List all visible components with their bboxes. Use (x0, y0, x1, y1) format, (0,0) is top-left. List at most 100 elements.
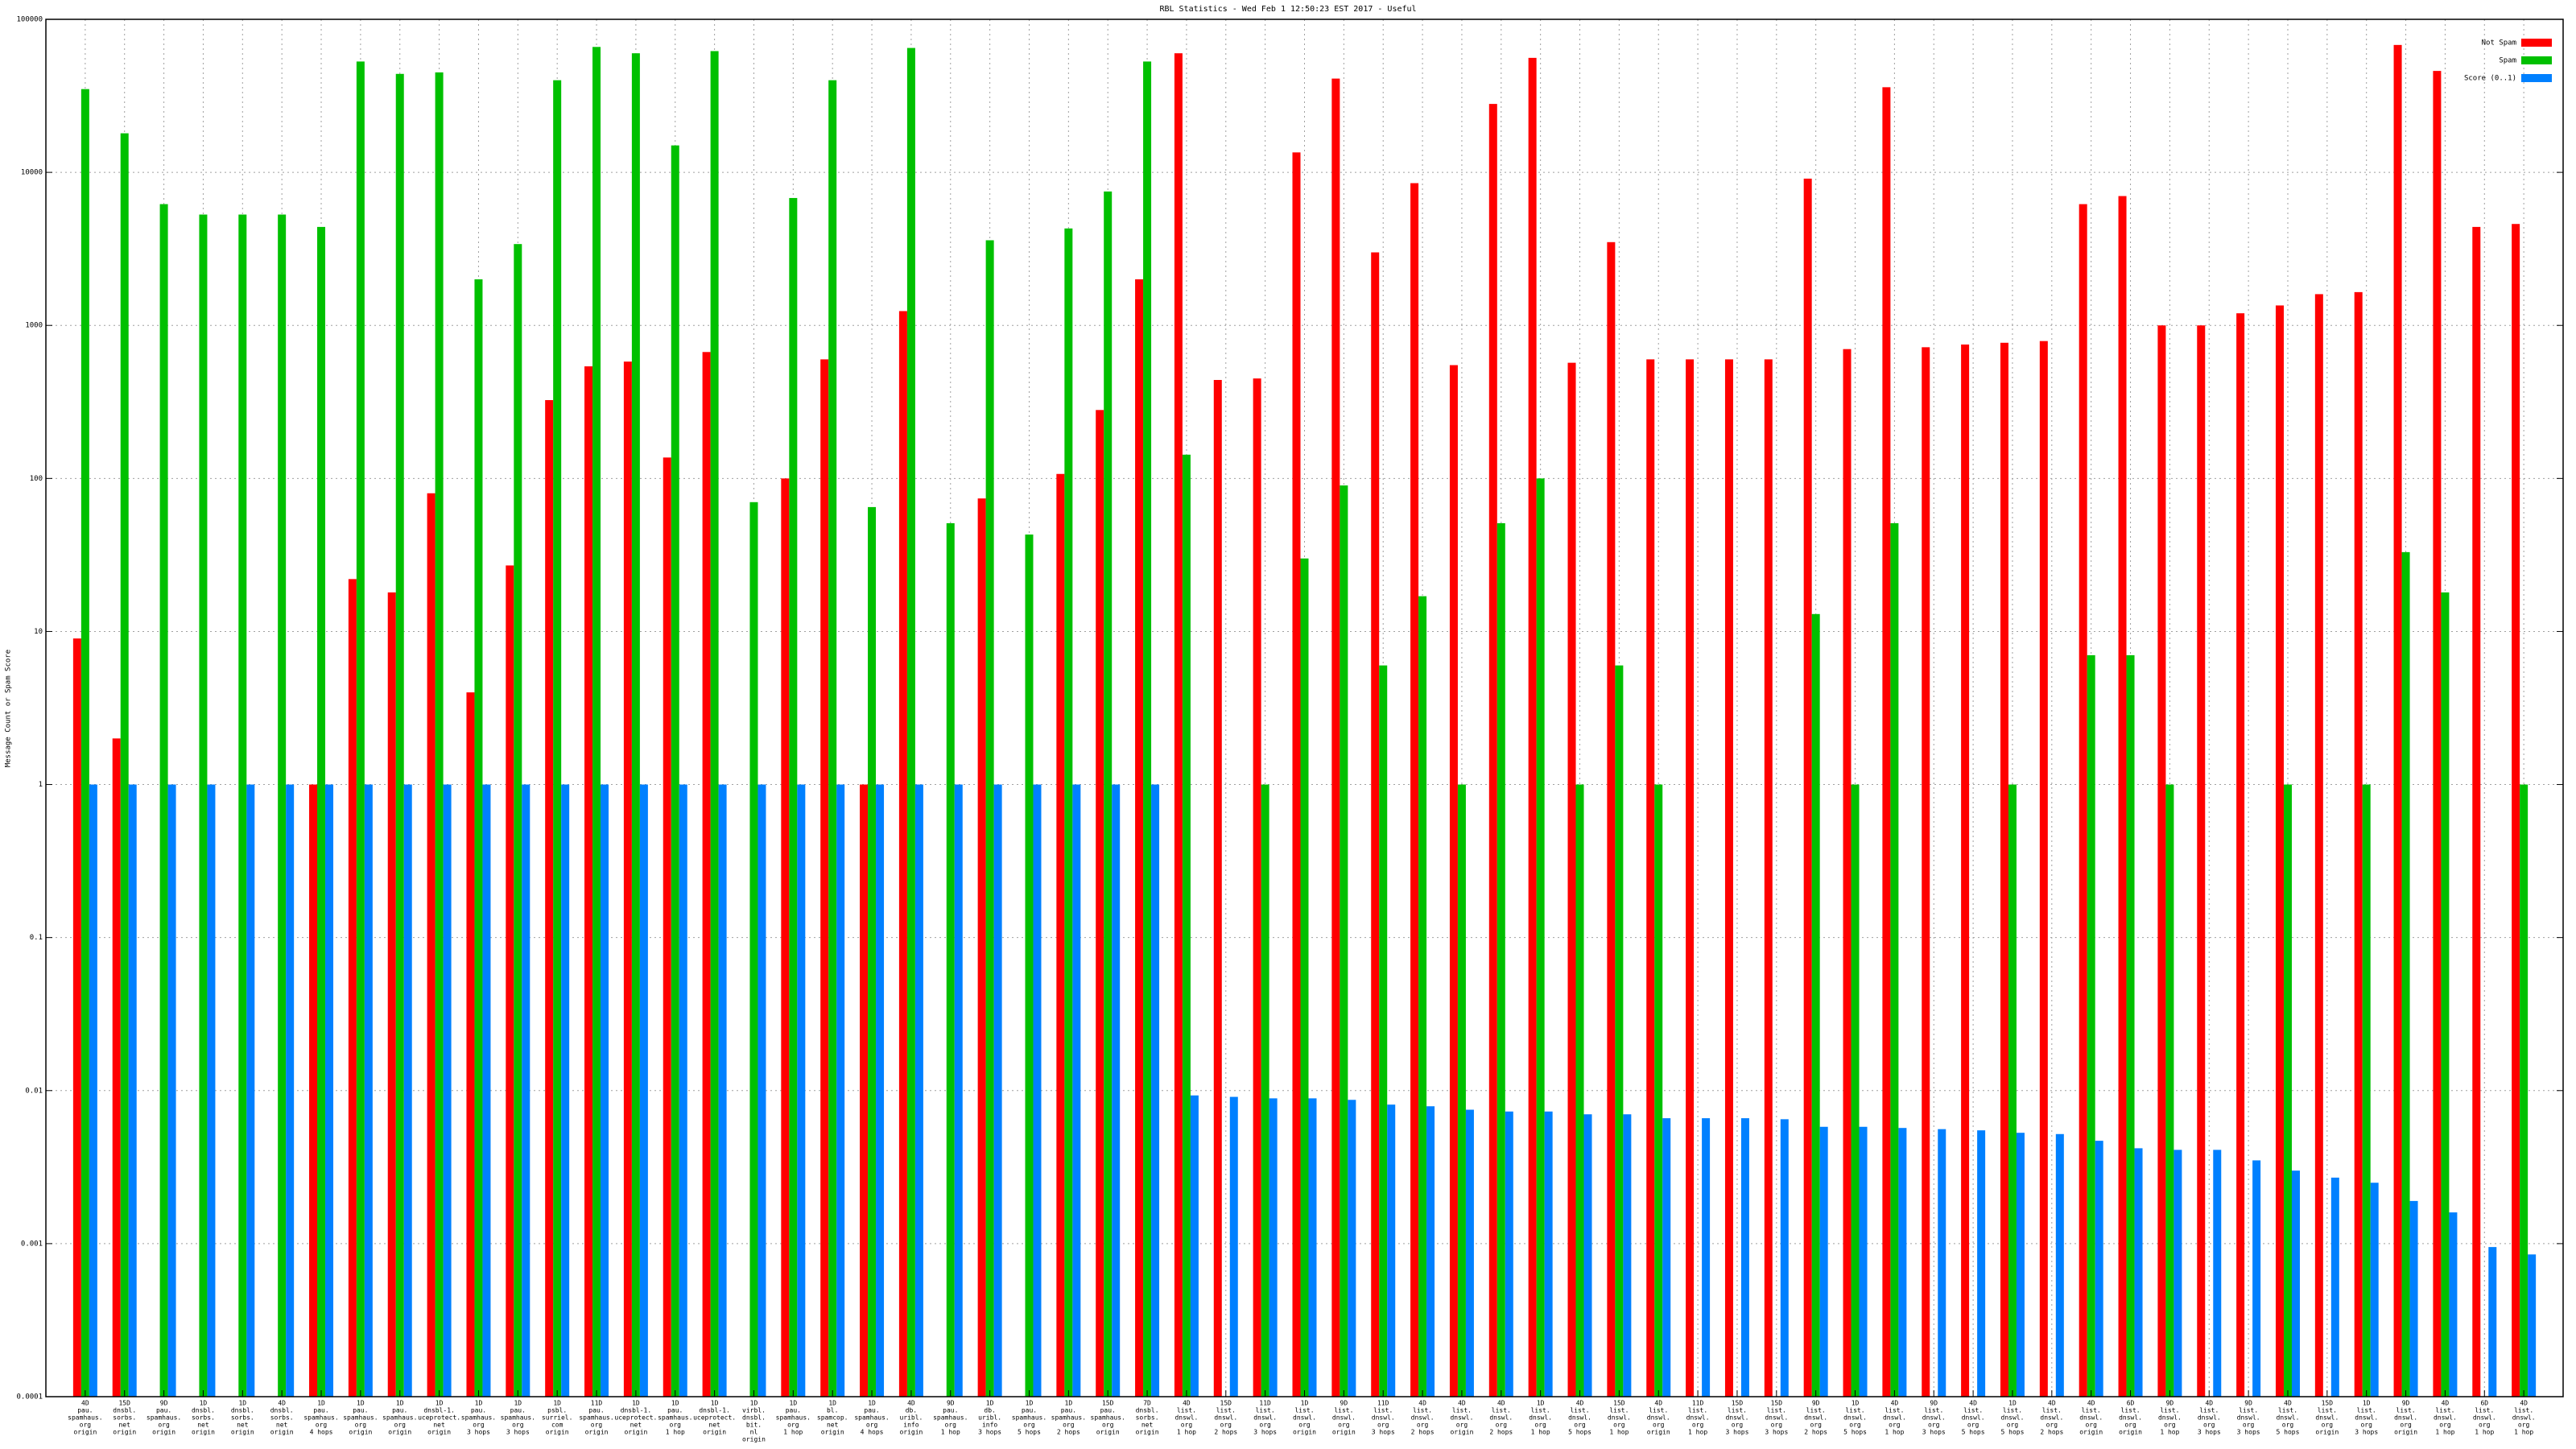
x-tick-label: info (903, 1422, 919, 1429)
bar (2087, 654, 2095, 1397)
bar (797, 784, 806, 1397)
x-tick-label: dnswl. (1293, 1414, 1316, 1422)
bar (1724, 359, 1733, 1397)
bar (474, 279, 483, 1397)
bar (1410, 183, 1419, 1397)
x-tick-label: org (316, 1422, 328, 1429)
plot-border (45, 19, 2564, 1397)
x-tick-label: uceprotect. (693, 1414, 736, 1422)
bar (427, 493, 436, 1397)
x-tick-label: 1 hop (2160, 1429, 2179, 1436)
x-tick-label: 11D (1377, 1400, 1389, 1407)
bar (2291, 1170, 2300, 1397)
x-tick-label: spamhaus. (382, 1414, 417, 1422)
x-tick-label: spamhaus. (579, 1414, 613, 1422)
bar (1488, 104, 1497, 1397)
bar (1740, 1118, 1749, 1397)
x-tick-label: list. (1845, 1407, 1864, 1414)
bar (1615, 665, 1624, 1397)
x-tick-label: 2 hops (1489, 1429, 1513, 1436)
y-tick-label: 0.01 (25, 1087, 43, 1095)
x-tick-label: spamhaus. (1051, 1414, 1086, 1422)
x-tick-label: org (866, 1422, 878, 1429)
y-tick-label: 0.1 (30, 934, 43, 942)
x-tick-label: pau. (353, 1407, 368, 1414)
x-tick-label: org (2085, 1422, 2097, 1429)
x-tick-label: origin (742, 1436, 766, 1443)
x-tick-label: org (1928, 1422, 1940, 1429)
x-tick-label: dnswl. (1214, 1414, 1237, 1422)
x-tick-label: net (197, 1422, 209, 1429)
x-tick-label: list. (1806, 1407, 1826, 1414)
x-tick-label: org (473, 1422, 485, 1429)
x-tick-label: psbl. (547, 1407, 567, 1414)
bar (1261, 784, 1269, 1397)
x-tick-label: net (708, 1422, 720, 1429)
x-tick-label: org (2046, 1422, 2058, 1429)
bar (2409, 1200, 2418, 1397)
bar (977, 498, 986, 1397)
x-tick-label: dnswl. (1686, 1414, 1710, 1422)
x-tick-label: origin (1293, 1429, 1316, 1436)
x-tick-label: dnswl. (1804, 1414, 1827, 1422)
x-tick-label: org (1613, 1422, 1625, 1429)
bar (2174, 1150, 2182, 1397)
x-tick-label: dnswl. (1411, 1414, 1435, 1422)
x-tick-label: origin (270, 1429, 294, 1436)
bar (702, 352, 711, 1397)
bar (1819, 1126, 1828, 1397)
bar (2433, 71, 2442, 1397)
x-tick-label: list. (1216, 1407, 1236, 1414)
bar (286, 784, 295, 1397)
bar (1882, 87, 1891, 1397)
x-tick-label: org (1496, 1422, 1508, 1429)
y-tick-label: 100000 (16, 16, 43, 24)
bar (623, 361, 632, 1397)
x-tick-label: 1D (828, 1400, 836, 1407)
bar (718, 784, 727, 1397)
bar (1544, 1111, 1553, 1397)
x-tick-label: org (945, 1422, 957, 1429)
x-tick-label: origin (546, 1429, 569, 1436)
bar (1418, 596, 1427, 1397)
x-tick-label: list. (2121, 1407, 2140, 1414)
x-tick-label: 11D (1692, 1400, 1704, 1407)
x-tick-label: virbl. (742, 1407, 766, 1414)
x-tick-label: org (1417, 1422, 1429, 1429)
bar (860, 784, 869, 1397)
bar (1072, 784, 1081, 1397)
bar (2528, 1254, 2537, 1397)
x-tick-label: sorbs. (113, 1414, 136, 1422)
x-tick-label: sorbs. (192, 1414, 215, 1422)
bar (561, 784, 570, 1397)
x-tick-label: list. (2396, 1407, 2416, 1414)
bar (2370, 1183, 2379, 1397)
bar (781, 478, 790, 1397)
bar (1898, 1128, 1907, 1397)
bar (985, 240, 994, 1397)
bar (2472, 226, 2481, 1397)
x-tick-label: 4D (2520, 1400, 2528, 1407)
bar (2252, 1160, 2261, 1397)
x-tick-label: list. (1570, 1407, 1589, 1414)
bar (789, 197, 798, 1397)
bar (584, 366, 593, 1397)
x-tick-label: org (2164, 1422, 2176, 1429)
y-tick-label: 0.001 (21, 1240, 43, 1248)
x-tick-label: net (630, 1422, 642, 1429)
x-tick-label: 1D (671, 1400, 679, 1407)
x-tick-label: 2 hops (1411, 1429, 1435, 1436)
x-tick-label: dnswl. (1647, 1414, 1670, 1422)
x-tick-label: 5 hops (1568, 1429, 1591, 1436)
x-tick-label: 3 hops (467, 1429, 490, 1436)
x-tick-label: org (1220, 1422, 1232, 1429)
bar (246, 784, 255, 1397)
x-tick-label: spamhaus. (658, 1414, 692, 1422)
bar (278, 214, 287, 1397)
x-tick-label: 1D (790, 1400, 798, 1407)
x-tick-label: 4 hops (310, 1429, 333, 1436)
x-tick-label: org (2479, 1422, 2491, 1429)
x-tick-label: org (1298, 1422, 1311, 1429)
x-tick-label: list. (2278, 1407, 2297, 1414)
